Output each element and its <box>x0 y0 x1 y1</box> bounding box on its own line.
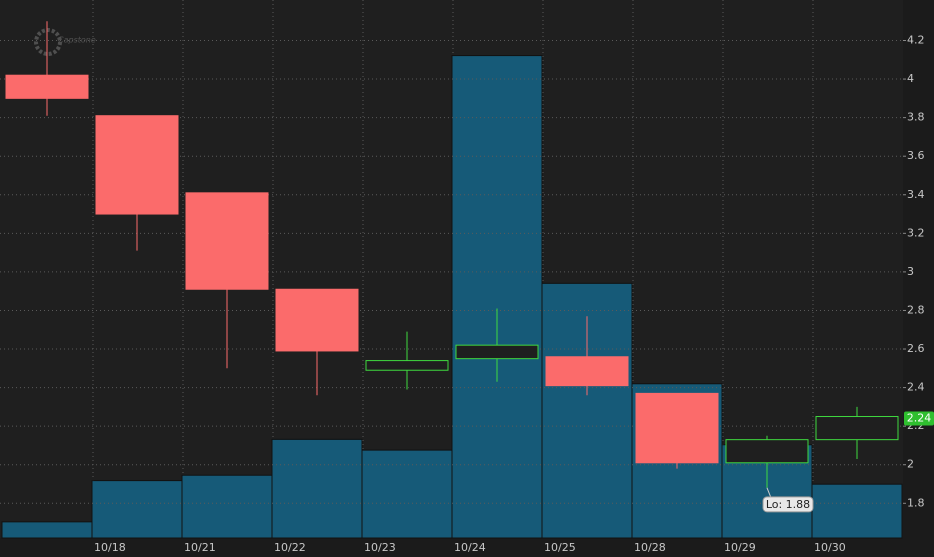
x-tick-label: 10/30 <box>814 541 846 554</box>
x-tick-label: 10/23 <box>364 541 396 554</box>
annotation-leader <box>766 487 772 499</box>
last-price-label: 2.24 <box>907 411 932 424</box>
y-tick-label: 2.4 <box>907 381 925 394</box>
volume-bar <box>271 438 363 539</box>
x-tick-label: 10/29 <box>724 541 756 554</box>
x-tick-label: 10/18 <box>94 541 126 554</box>
candle-body <box>365 360 449 371</box>
y-tick-label: 2.6 <box>907 342 925 355</box>
x-tick-label: 10/28 <box>634 541 666 554</box>
candle-body <box>95 115 179 215</box>
candle-body <box>5 74 89 99</box>
candle-body <box>635 392 719 464</box>
y-tick-label: 3.2 <box>907 226 925 239</box>
volume-bar <box>361 449 453 539</box>
candle-body <box>815 416 899 441</box>
y-tick-label: 4 <box>907 72 914 85</box>
y-tick-label: 3.6 <box>907 149 925 162</box>
axis-area <box>0 538 903 557</box>
axis-area <box>903 0 934 557</box>
x-tick-label: 10/24 <box>454 541 486 554</box>
volume-bar <box>1 521 93 539</box>
y-tick-label: 1.8 <box>907 496 925 509</box>
low-annotation: Lo: 1.88 <box>766 498 810 511</box>
last-price-tag <box>904 411 934 426</box>
candle-body <box>455 344 539 360</box>
x-tick-label: 10/22 <box>274 541 306 554</box>
y-tick-label: 4.2 <box>907 33 925 46</box>
volume-bar <box>91 480 183 539</box>
x-tick-label: 10/25 <box>544 541 576 554</box>
volume-bar <box>451 55 543 539</box>
y-tick-label: 2.8 <box>907 303 925 316</box>
volume-bar <box>181 474 273 539</box>
y-tick-label: 2 <box>907 458 914 471</box>
candle-body <box>275 288 359 352</box>
annotation-box <box>762 496 814 513</box>
x-tick-label: 10/21 <box>184 541 216 554</box>
volume-bar <box>811 483 903 539</box>
candle-body <box>185 192 269 290</box>
y-tick-label: 3.4 <box>907 188 925 201</box>
candle-body <box>545 356 629 387</box>
y-tick-label: 3.8 <box>907 111 925 124</box>
y-tick-label: 3 <box>907 265 914 278</box>
candle-body <box>725 439 809 464</box>
